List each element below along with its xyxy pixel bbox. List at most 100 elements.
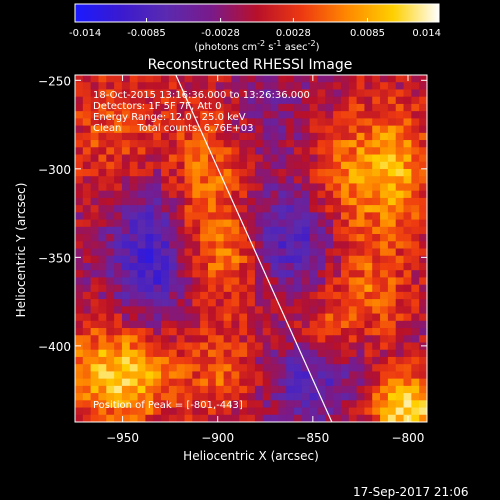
heatmap-cell (207, 349, 217, 358)
heatmap-cell (82, 103, 92, 112)
heatmap-cell (278, 414, 287, 422)
heatmap-cell (395, 82, 404, 90)
heatmap-cell (215, 284, 225, 293)
heatmap-cell (387, 118, 397, 127)
heatmap-cell (317, 168, 326, 177)
heatmap-cell (192, 378, 201, 387)
heatmap-cell (340, 234, 350, 242)
heatmap-cell (356, 342, 365, 351)
heatmap-cell (372, 183, 381, 192)
heatmap-cell (294, 234, 303, 242)
heatmap-cell (192, 234, 201, 242)
heatmap-cell (153, 277, 162, 286)
heatmap-cell (247, 378, 256, 387)
heatmap-cell (90, 118, 99, 127)
heatmap-cell (239, 205, 248, 213)
heatmap-cell (215, 320, 225, 329)
heatmap-cell (223, 219, 232, 228)
heatmap-cell (254, 335, 264, 343)
heatmap-cell (348, 205, 357, 213)
heatmap-cell (294, 284, 303, 293)
heatmap-cell (309, 356, 318, 365)
heatmap-cell (129, 212, 138, 220)
heatmap-cell (145, 96, 154, 105)
heatmap-cell (333, 103, 342, 112)
heatmap-cell (106, 103, 115, 112)
heatmap-cell (301, 299, 311, 307)
heatmap-cell (380, 270, 389, 278)
heatmap-cell (301, 205, 311, 213)
heatmap-cell (387, 378, 397, 387)
heatmap-cell (231, 284, 240, 293)
heatmap-cell (340, 147, 350, 155)
heatmap-cell (207, 89, 217, 98)
heatmap-cell (121, 103, 131, 112)
heatmap-cell (137, 111, 146, 119)
heatmap-cell (215, 103, 225, 112)
heatmap-cell (90, 234, 99, 242)
heatmap-cell (114, 262, 123, 271)
heatmap-cell (395, 125, 404, 134)
heatmap-cell (387, 241, 397, 249)
heatmap-cell (121, 378, 131, 387)
heatmap-cell (372, 262, 381, 271)
heatmap-cell (286, 168, 295, 177)
heatmap-cell (317, 111, 326, 119)
heatmap-cell (372, 103, 381, 112)
heatmap-cell (247, 320, 256, 329)
heatmap-cell (223, 291, 232, 300)
heatmap-cell (286, 125, 295, 134)
heatmap-cell (262, 147, 271, 155)
heatmap-cell (403, 226, 412, 235)
heatmap-cell (176, 241, 185, 249)
heatmap-cell (153, 270, 162, 278)
heatmap-cell (145, 262, 154, 271)
heatmap-cell (215, 212, 225, 220)
heatmap-cell (372, 154, 381, 163)
heatmap-cell (333, 161, 342, 170)
heatmap-cell (286, 385, 295, 394)
heatmap-cell (387, 132, 397, 141)
heatmap-cell (207, 262, 217, 271)
heatmap-cell (129, 96, 138, 105)
heatmap-cell (247, 103, 256, 112)
heatmap-cell (254, 291, 264, 300)
heatmap-cell (121, 154, 131, 163)
heatmap-cell (411, 226, 420, 235)
heatmap-cell (325, 291, 334, 300)
heatmap-cell (294, 212, 303, 220)
heatmap-cell (317, 132, 326, 141)
heatmap-cell (325, 111, 334, 119)
heatmap-cell (325, 393, 334, 401)
heatmap-cell (153, 197, 162, 206)
heatmap-cell (294, 190, 303, 199)
heatmap-cell (106, 154, 115, 163)
heatmap-cell (301, 132, 311, 141)
heatmap-cell (317, 89, 326, 98)
heatmap-cell (325, 183, 334, 192)
heatmap-cell (419, 313, 427, 322)
heatmap-cell (278, 342, 287, 351)
heatmap-cell (200, 154, 209, 163)
heatmap-cell (247, 241, 256, 249)
heatmap-cell (153, 349, 162, 358)
heatmap-cell (114, 393, 123, 401)
heatmap-cell (176, 356, 185, 365)
heatmap-cell (231, 393, 240, 401)
heatmap-cell (207, 118, 217, 127)
heatmap-cell (278, 111, 287, 119)
heatmap-cell (98, 96, 107, 105)
heatmap-cell (223, 335, 232, 343)
heatmap-cell (137, 385, 146, 394)
heatmap-cell (98, 262, 107, 271)
heatmap-cell (82, 89, 92, 98)
heatmap-cell (254, 407, 264, 416)
heatmap-cell (395, 234, 404, 242)
heatmap-cell (106, 140, 115, 148)
heatmap-cell (82, 371, 92, 380)
heatmap-cell (340, 356, 350, 365)
heatmap-cell (372, 378, 381, 387)
heatmap-cell (270, 168, 279, 177)
heatmap-cell (145, 371, 154, 380)
heatmap-cell (184, 328, 193, 336)
